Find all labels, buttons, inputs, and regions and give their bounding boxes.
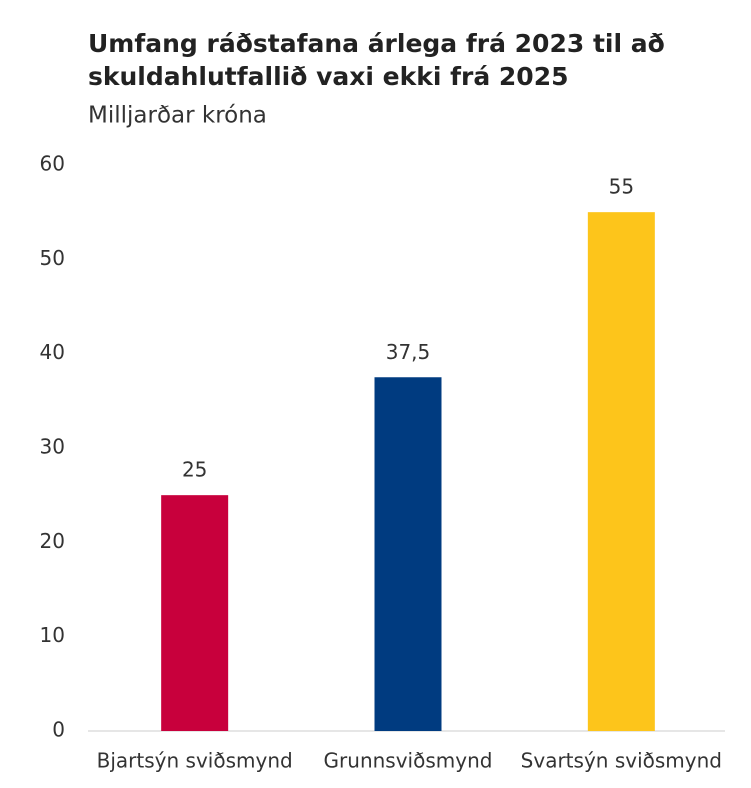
y-tick-label: 10 bbox=[40, 623, 65, 647]
bar bbox=[374, 377, 442, 731]
x-tick-label: Svartsýn sviðsmynd bbox=[521, 749, 722, 773]
y-tick-label: 30 bbox=[40, 435, 65, 459]
value-label: 25 bbox=[182, 458, 207, 482]
y-tick-label: 60 bbox=[40, 152, 65, 176]
y-tick-label: 50 bbox=[40, 246, 65, 270]
chart-title: skuldahlutfallið vaxi ekki frá 2025 bbox=[88, 62, 569, 91]
x-tick-label: Grunnsviðsmynd bbox=[324, 749, 493, 773]
chart-subtitle: Milljarðar króna bbox=[88, 103, 267, 129]
y-tick-label: 40 bbox=[40, 340, 65, 364]
value-label: 55 bbox=[609, 175, 634, 199]
value-label: 37,5 bbox=[386, 340, 431, 364]
x-tick-label: Bjartsýn sviðsmynd bbox=[97, 749, 293, 773]
chart-title: Umfang ráðstafana árlega frá 2023 til að bbox=[88, 29, 665, 58]
bar bbox=[161, 495, 229, 731]
bar bbox=[587, 212, 655, 731]
y-tick-label: 20 bbox=[40, 529, 65, 553]
y-tick-label: 0 bbox=[52, 718, 65, 742]
